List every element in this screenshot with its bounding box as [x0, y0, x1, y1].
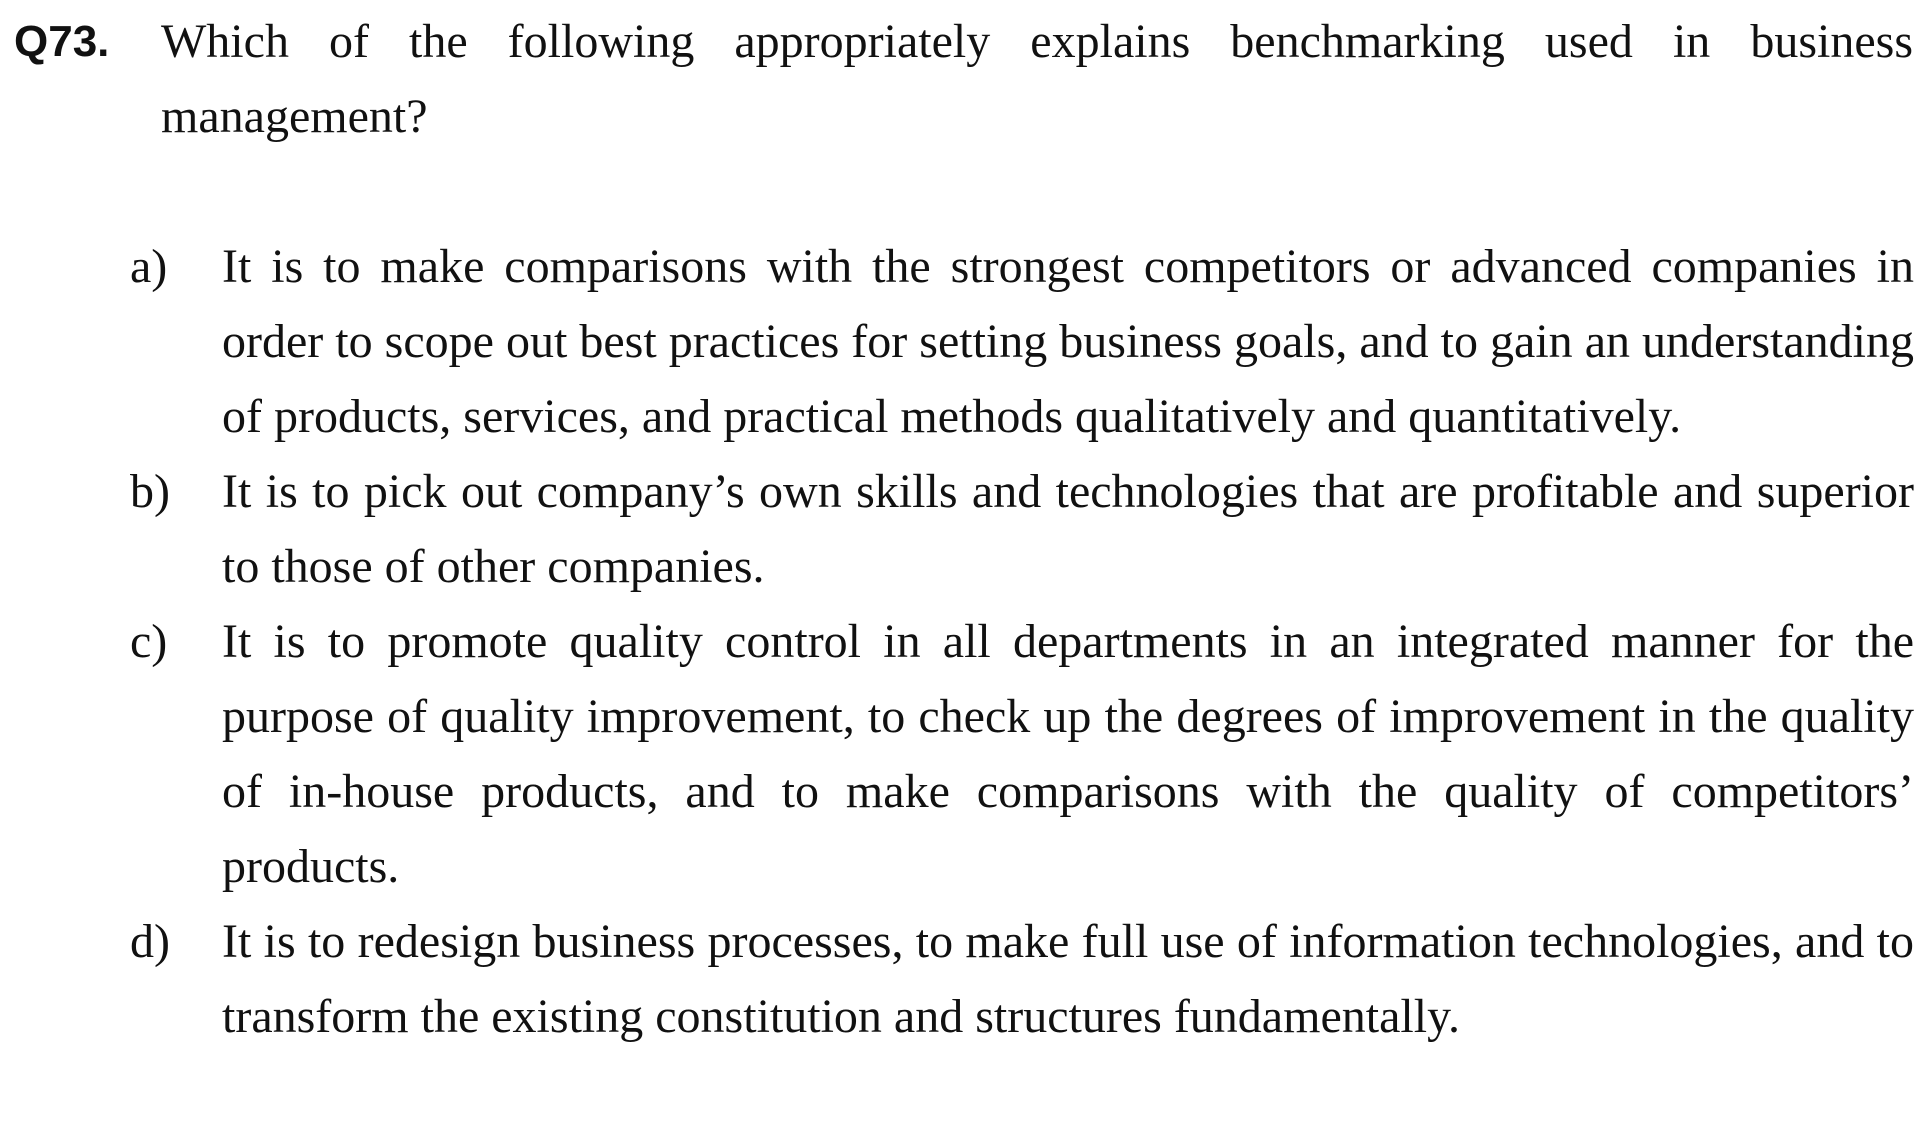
option-text: It is to redesign business processes, to…: [222, 915, 1914, 1043]
option-c[interactable]: c) It is to promote quality control in a…: [130, 604, 1914, 904]
option-label: d): [130, 915, 170, 968]
option-text: It is to promote quality control in all …: [222, 615, 1914, 893]
option-b[interactable]: b) It is to pick out company’s own skill…: [130, 454, 1914, 604]
answer-options: a) It is to make comparisons with the st…: [130, 229, 1914, 1054]
option-text: It is to pick out company’s own skills a…: [222, 465, 1914, 593]
option-label: a): [130, 240, 168, 293]
question-number: Q73.: [14, 17, 110, 66]
option-label: c): [130, 615, 168, 668]
option-d[interactable]: d) It is to redesign business processes,…: [130, 904, 1914, 1054]
option-a[interactable]: a) It is to make comparisons with the st…: [130, 229, 1914, 454]
option-label: b): [130, 465, 170, 518]
option-text: It is to make comparisons with the stron…: [222, 240, 1914, 443]
question-text: Which of the following appropriately exp…: [161, 15, 1913, 143]
